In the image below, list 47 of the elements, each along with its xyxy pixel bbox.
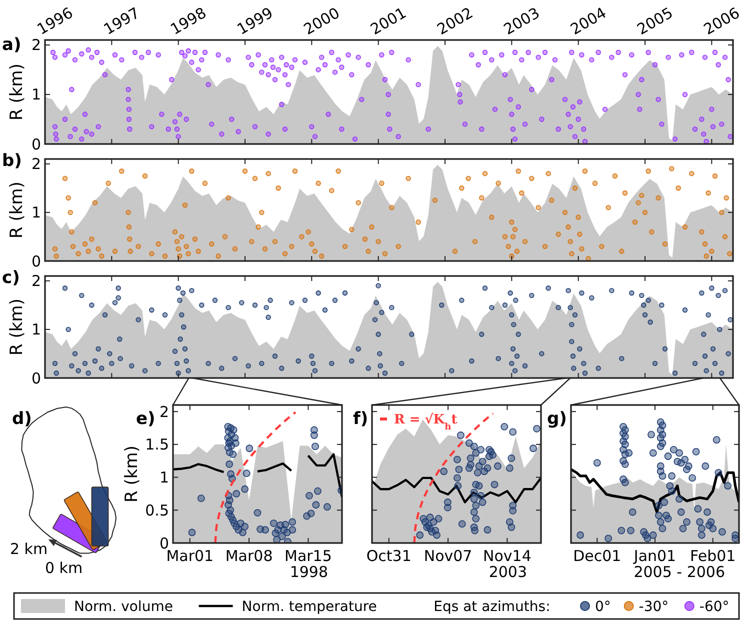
legend-label: R = √K$_{h}$t bbox=[394, 412, 458, 432]
legend-label: Norm. volume bbox=[74, 598, 173, 615]
x-tick-label: Jan01 bbox=[632, 547, 676, 565]
x-tick-label: Dec01 bbox=[573, 547, 622, 565]
x-tick-label: Nov07 bbox=[424, 547, 472, 565]
text: 0 km bbox=[45, 559, 83, 577]
text: 2 km bbox=[10, 540, 48, 558]
y-tick-label: 0.5 bbox=[145, 501, 169, 520]
legend-label: -60° bbox=[699, 598, 730, 615]
x-axis-title: 1998 bbox=[290, 563, 328, 581]
y-tick-label: 0 bbox=[31, 369, 41, 388]
chart-title: f) bbox=[353, 409, 368, 429]
x-tick-label: Feb01 bbox=[690, 547, 736, 565]
y-tick-label: 2 bbox=[31, 36, 41, 54]
x-tick-label: Nov14 bbox=[483, 547, 532, 565]
y-tick-label: 1 bbox=[31, 320, 41, 339]
chart-title: e) bbox=[136, 409, 156, 429]
y-tick-label: 2 bbox=[31, 272, 41, 290]
y-tick-label: 0 bbox=[159, 534, 169, 552]
chart-title: g) bbox=[547, 409, 567, 429]
legend-label: Norm. temperature bbox=[242, 598, 377, 615]
y-axis-title: R (km) bbox=[122, 446, 142, 502]
text: d) bbox=[12, 409, 32, 429]
line-series bbox=[214, 411, 297, 543]
legend-label: 0° bbox=[595, 598, 611, 615]
chart-title: b) bbox=[2, 151, 22, 171]
x-tick-label: Mar15 bbox=[284, 547, 332, 565]
y-axis-title: R (km) bbox=[7, 298, 27, 356]
y-axis-title: R (km) bbox=[7, 182, 27, 238]
chart-title: c) bbox=[2, 268, 20, 288]
y-axis-title: R (km) bbox=[7, 64, 27, 120]
y-tick-label: 2 bbox=[31, 155, 41, 174]
y-tick-label: 0 bbox=[31, 252, 41, 270]
legend-label: -30° bbox=[638, 598, 669, 615]
y-tick-label: 0 bbox=[31, 135, 41, 154]
legend-title: Eqs at azimuths: bbox=[434, 598, 550, 615]
y-tick-label: 2 bbox=[159, 402, 169, 421]
x-tick-label: Oct31 bbox=[366, 547, 412, 565]
y-tick-label: 1 bbox=[159, 468, 169, 487]
y-tick-label: 1 bbox=[31, 204, 41, 222]
chart-title: a) bbox=[2, 35, 22, 55]
x-axis-title: 2005 - 2006 bbox=[634, 563, 725, 581]
x-tick-label: Mar01 bbox=[166, 547, 214, 565]
x-axis-title: 2003 bbox=[488, 563, 527, 581]
y-tick-label: 1.5 bbox=[145, 436, 169, 454]
y-tick-label: 1 bbox=[31, 86, 41, 104]
x-tick-label: Mar08 bbox=[225, 547, 273, 565]
